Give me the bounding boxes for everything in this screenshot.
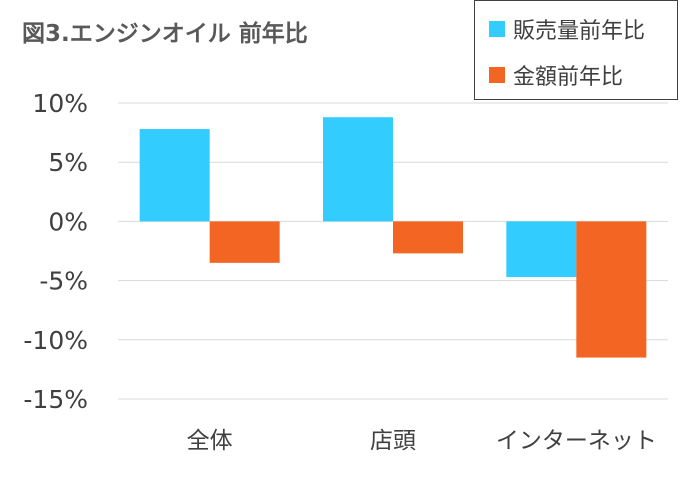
bar-sales-volume <box>139 129 210 222</box>
x-tick-label: 全体 <box>187 428 233 454</box>
x-axis-ticks: 全体 店頭 インターネット <box>187 428 657 454</box>
chart-title: 図3.エンジンオイル 前年比 <box>22 21 308 47</box>
bar-amount <box>576 221 647 358</box>
x-tick-label: インターネット <box>496 428 657 454</box>
legend-item-sales-volume: 販売量前年比 <box>489 13 645 45</box>
y-tick-label: 0% <box>48 207 88 236</box>
bar-sales-volume <box>323 117 393 222</box>
legend-label-sales-volume: 販売量前年比 <box>513 19 646 44</box>
legend-swatch-sales-volume <box>489 21 505 37</box>
bar-amount <box>209 221 280 263</box>
legend: 販売量前年比 金額前年比 <box>474 0 678 100</box>
bars <box>139 117 647 358</box>
legend-label-amount: 金額前年比 <box>513 65 624 90</box>
x-tick-label: 店頭 <box>370 428 416 454</box>
bar-sales-volume <box>506 221 577 278</box>
y-tick-label: -10% <box>23 326 88 355</box>
y-axis-ticks: 10% 5% 0% -5% -10% -15% <box>23 89 88 414</box>
bar-amount <box>393 221 463 254</box>
y-tick-label: 5% <box>48 148 88 177</box>
y-tick-label: 10% <box>32 89 88 118</box>
legend-item-amount: 金額前年比 <box>489 59 623 91</box>
y-tick-label: -5% <box>39 267 88 296</box>
y-tick-label: -15% <box>23 385 88 414</box>
legend-swatch-amount <box>489 67 505 83</box>
